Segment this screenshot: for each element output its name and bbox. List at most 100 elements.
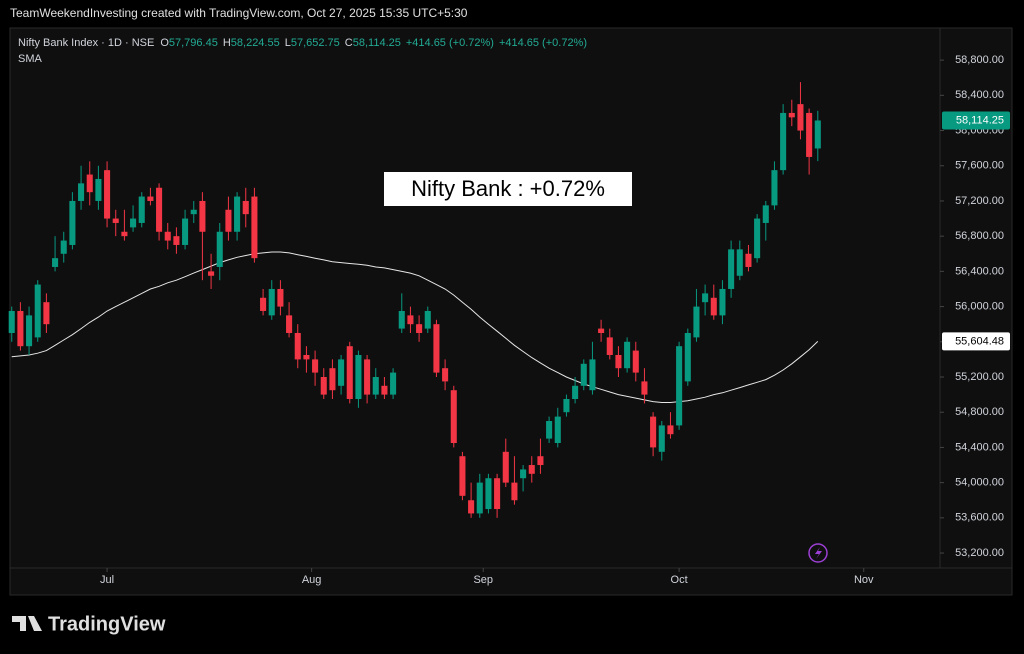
candle-body [268,288,275,316]
y-tick-label: 58,800.00 [955,54,1004,66]
candle-body [216,231,223,267]
candle-body [164,231,171,241]
candle-body [294,332,301,360]
legend-change: +414.65 (+0.72%) [406,37,494,49]
candle-body [745,253,752,267]
alert-icon[interactable] [808,543,828,563]
candle-body [173,236,180,245]
candle-body [476,482,483,514]
candle-body [225,209,232,232]
candle-body [260,297,267,311]
legend-label: C [345,37,353,49]
chart-title: Nifty Bank Index · 1D · NSE [18,37,154,49]
candle-body [303,354,310,360]
candle-body [554,416,561,444]
candle-body [26,315,33,347]
sma-line [11,251,819,403]
candle-body [641,381,648,395]
candle-body [190,209,197,215]
candle-body [86,174,93,193]
candle-body [667,425,674,435]
legend-value: 57,796.45 [169,37,218,49]
candle-body [156,187,163,232]
candle-body [364,359,371,395]
y-tick-label: 53,200.00 [955,547,1004,559]
legend-value: 58,224.55 [231,37,280,49]
y-tick-label: 54,400.00 [955,441,1004,453]
candle-body [624,341,631,369]
candle-body [806,112,813,157]
legend-value: 58,114.25 [353,37,401,49]
x-tick-label: Aug [302,574,322,586]
candle-body [199,200,206,232]
candle-body [771,170,778,206]
last-price-label: 58,114.25 [956,114,1004,126]
candle-body [502,451,509,483]
candle-body [242,200,249,215]
candle-body [494,478,501,510]
candle-body [43,302,50,325]
candle-body [580,363,587,386]
candle-body [329,368,336,391]
candle-body [589,359,596,391]
candle-body [121,231,128,237]
candle-body [728,249,735,289]
y-tick-label: 56,000.00 [955,300,1004,312]
candle-body [60,240,67,254]
brand-name: TradingView [48,613,166,635]
candle-body [234,196,241,232]
candle-body [398,310,405,329]
candle-body [693,306,700,338]
brand-logo: TradingView [12,613,166,635]
candle-body [416,324,423,333]
candle-body [650,416,657,448]
chart-frame [9,27,1013,596]
annotation-box [384,172,632,206]
annotation: Nifty Bank : +0.72% [411,176,605,201]
credit: TeamWeekendInvesting created with Tradin… [10,6,468,20]
candle-body [710,297,717,316]
sma-tag [942,332,1010,351]
candle-body [277,288,284,307]
candle-body [372,376,379,395]
candle-body [615,354,622,369]
candle-body [719,288,726,316]
y-tick-label: 56,800.00 [955,230,1004,242]
candle-body [528,465,535,474]
chart-header: Nifty Bank Index · 1D · NSE O57,796.45 H58… [18,37,587,49]
candle-body [676,346,683,426]
legend-label: H [223,37,231,49]
candle-body [754,218,761,259]
candle-body [433,324,440,373]
y-tick-label: 57,600.00 [955,160,1004,172]
candle-body [797,104,804,131]
candle-body [147,196,154,201]
candle-body [762,205,769,223]
candle-body [485,478,492,510]
y-tick-label: 55,200.00 [955,371,1004,383]
candle-body [702,293,709,303]
candle-body [17,310,24,347]
candle-body [442,368,449,382]
candle-body [320,376,327,395]
candle-body [658,425,665,452]
candle-body [684,332,691,382]
candle-body [424,310,431,329]
candle-body [468,500,475,514]
x-tick-label: Sep [473,574,493,586]
candle-body [312,359,319,373]
plot: 53,200.00 53,600.00 54,000.00 54,400.00 54,8… [8,54,1010,586]
candle-body [598,328,605,333]
candle-body [736,249,743,276]
candle-body [208,271,215,276]
candle-body [78,183,85,201]
candle-body [8,310,15,333]
y-tick-label: 58,400.00 [955,89,1004,101]
sma-label: 55,604.48 [955,335,1004,347]
y-tick-label: 57,200.00 [955,195,1004,207]
candle-body [546,421,553,439]
x-tick-label: Jul [100,574,114,586]
legend-value: 57,652.75 [291,37,340,49]
